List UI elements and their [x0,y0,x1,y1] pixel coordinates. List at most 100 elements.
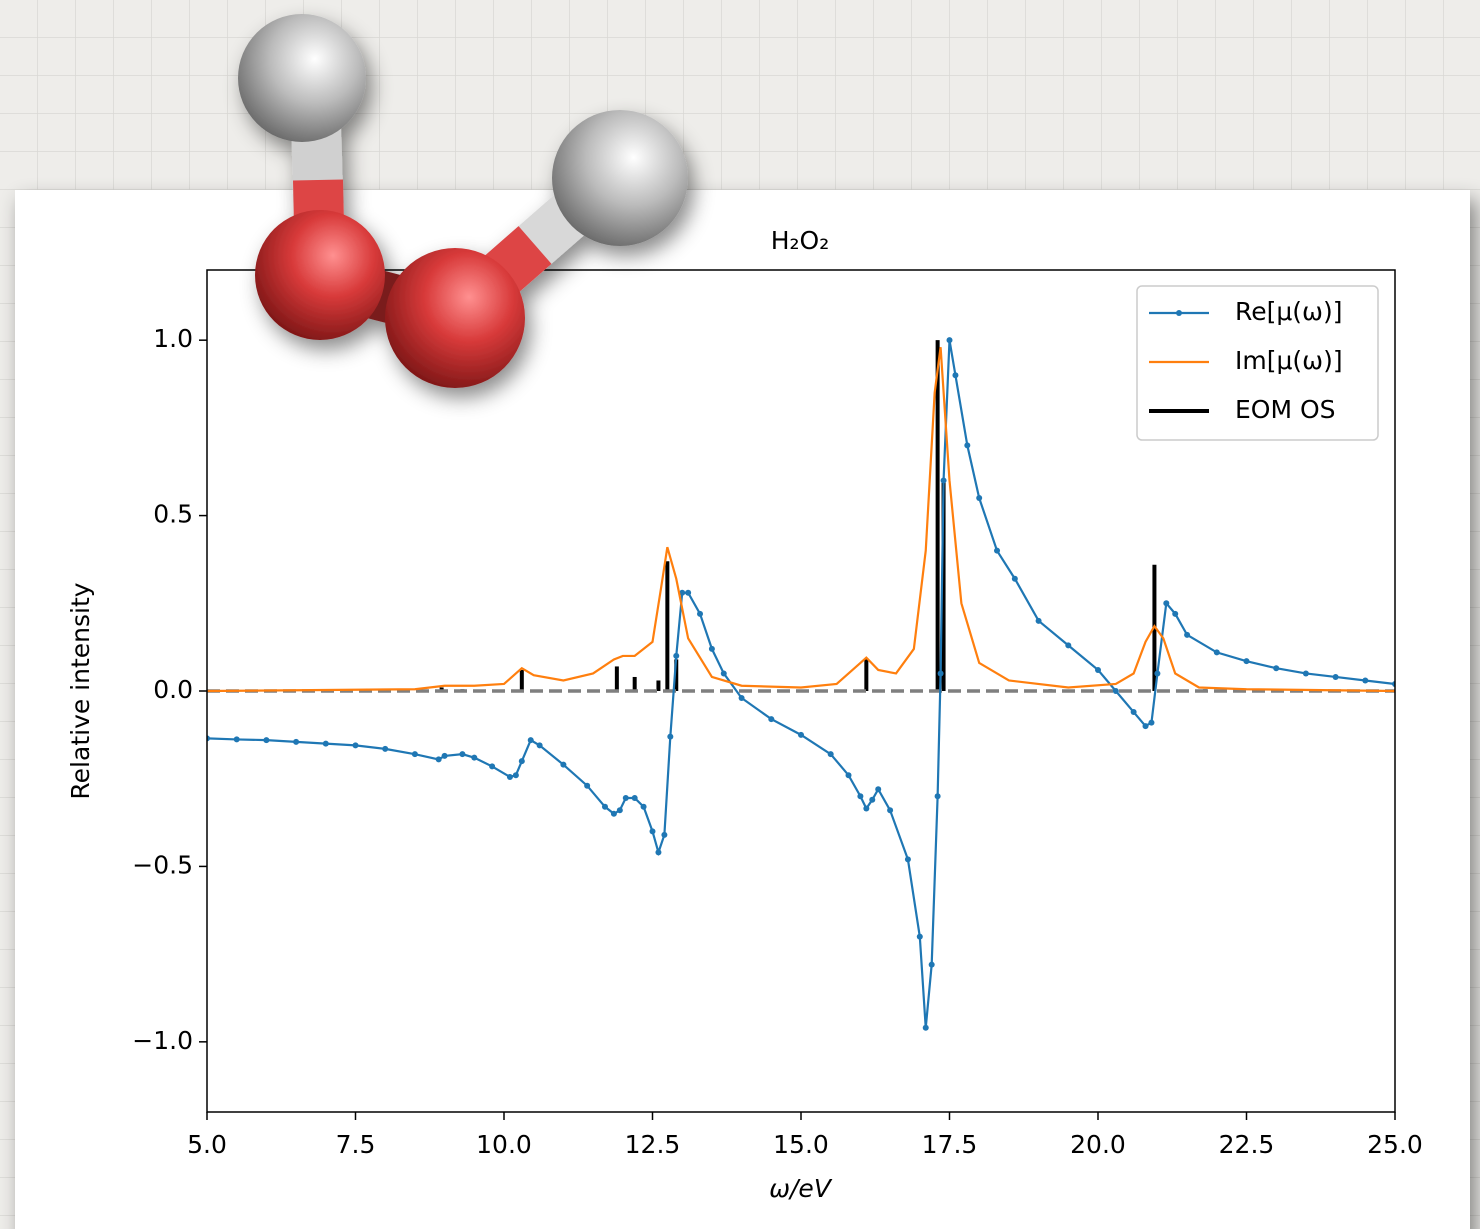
series-marker [601,803,608,810]
series-marker [940,477,947,484]
x-tick-label: 12.5 [625,1130,681,1159]
y-tick-label: −0.5 [132,850,193,879]
series-marker [471,754,478,761]
series-marker [512,772,519,779]
series-marker [952,372,959,379]
series-marker [768,716,775,723]
series-marker [673,652,680,659]
series-marker [640,803,647,810]
series-marker [322,740,329,747]
plot: H₂O₂ ω/eV Relative intensity 5.0 7.5 10.0 1… [66,226,1423,1203]
legend-label: Re[μ(ω)] [1235,297,1342,326]
series-marker [708,645,715,652]
series-marker [827,751,834,758]
series-marker [863,805,870,812]
series-line [207,347,1395,693]
series-marker [1035,617,1042,624]
series-marker [622,795,629,802]
series-marker [1148,719,1155,726]
x-tick-label: 17.5 [922,1130,978,1159]
series-marker [263,737,270,744]
series-marker [697,610,704,617]
chart-title: H₂O₂ [771,226,830,255]
series-marker [1130,709,1137,716]
axes-frame [206,269,1396,1113]
series-marker [1243,658,1250,665]
series-marker [738,695,745,702]
series-marker [1362,677,1369,684]
y-tick-label: 0.5 [153,500,193,529]
series-marker [527,737,534,744]
series-marker [382,745,389,752]
series-marker [946,337,953,344]
y-tick-label: −1.0 [132,1026,193,1055]
series-marker [1213,649,1220,656]
series-marker [459,751,466,758]
series-marker [667,733,674,740]
series-marker [584,782,591,789]
series-marker [610,810,617,817]
x-tick-label: 25.0 [1367,1130,1423,1159]
series-marker [1065,642,1072,649]
series-marker [616,807,623,814]
series-marker [1273,665,1280,672]
series-marker [685,589,692,596]
series-marker [1172,610,1179,617]
legend-marker [1176,310,1182,316]
series-marker [649,828,656,835]
legend-box [1136,285,1379,441]
series-marker [655,849,662,856]
series-marker [904,856,911,863]
x-tick-label: 7.5 [336,1130,376,1159]
x-tick-label: 5.0 [187,1130,227,1159]
series-marker [976,495,983,502]
series-marker [1011,575,1018,582]
legend-label: Im[μ(ω)] [1235,346,1343,375]
y-tick-label: 0.0 [153,675,193,704]
series-marker [857,793,864,800]
series-marker [560,761,567,768]
series-marker [1332,673,1339,680]
series-marker [489,763,496,770]
series-marker [964,442,971,449]
x-tick-label: 20.0 [1070,1130,1126,1159]
series-marker [441,752,448,759]
y-axis-label: Relative intensity [66,582,95,799]
series-marker [869,796,876,803]
series-marker [631,795,638,802]
series-marker [922,1024,929,1031]
series-marker [661,831,668,838]
series-marker [679,589,686,596]
plot-area [207,337,1395,1031]
series-marker [875,786,882,793]
series-marker [994,547,1001,554]
series-marker [435,756,442,763]
molecule-illustration [238,14,688,388]
series-marker [1184,631,1191,638]
series-marker [928,961,935,968]
legend-label: EOM OS [1235,395,1336,424]
series-marker [233,736,240,743]
series-marker [293,738,300,745]
series-marker [1112,688,1119,694]
series-marker [1302,670,1309,677]
series-marker [352,742,359,749]
x-tick-label: 10.0 [476,1130,532,1159]
series-marker [937,670,944,677]
series-marker [845,772,852,779]
series-marker [887,807,894,814]
series-marker [934,793,941,800]
series-marker [1142,723,1149,730]
series-marker [518,758,525,765]
series-marker [1095,666,1101,673]
x-axis-label: ω/eV [769,1174,833,1203]
series-marker [798,731,804,738]
series-marker [1154,670,1161,677]
x-tick-label: 15.0 [773,1130,829,1159]
series-marker [536,742,543,749]
y-tick-label: 1.0 [153,324,193,353]
series-marker [506,773,513,780]
x-tick-label: 22.5 [1219,1130,1275,1159]
